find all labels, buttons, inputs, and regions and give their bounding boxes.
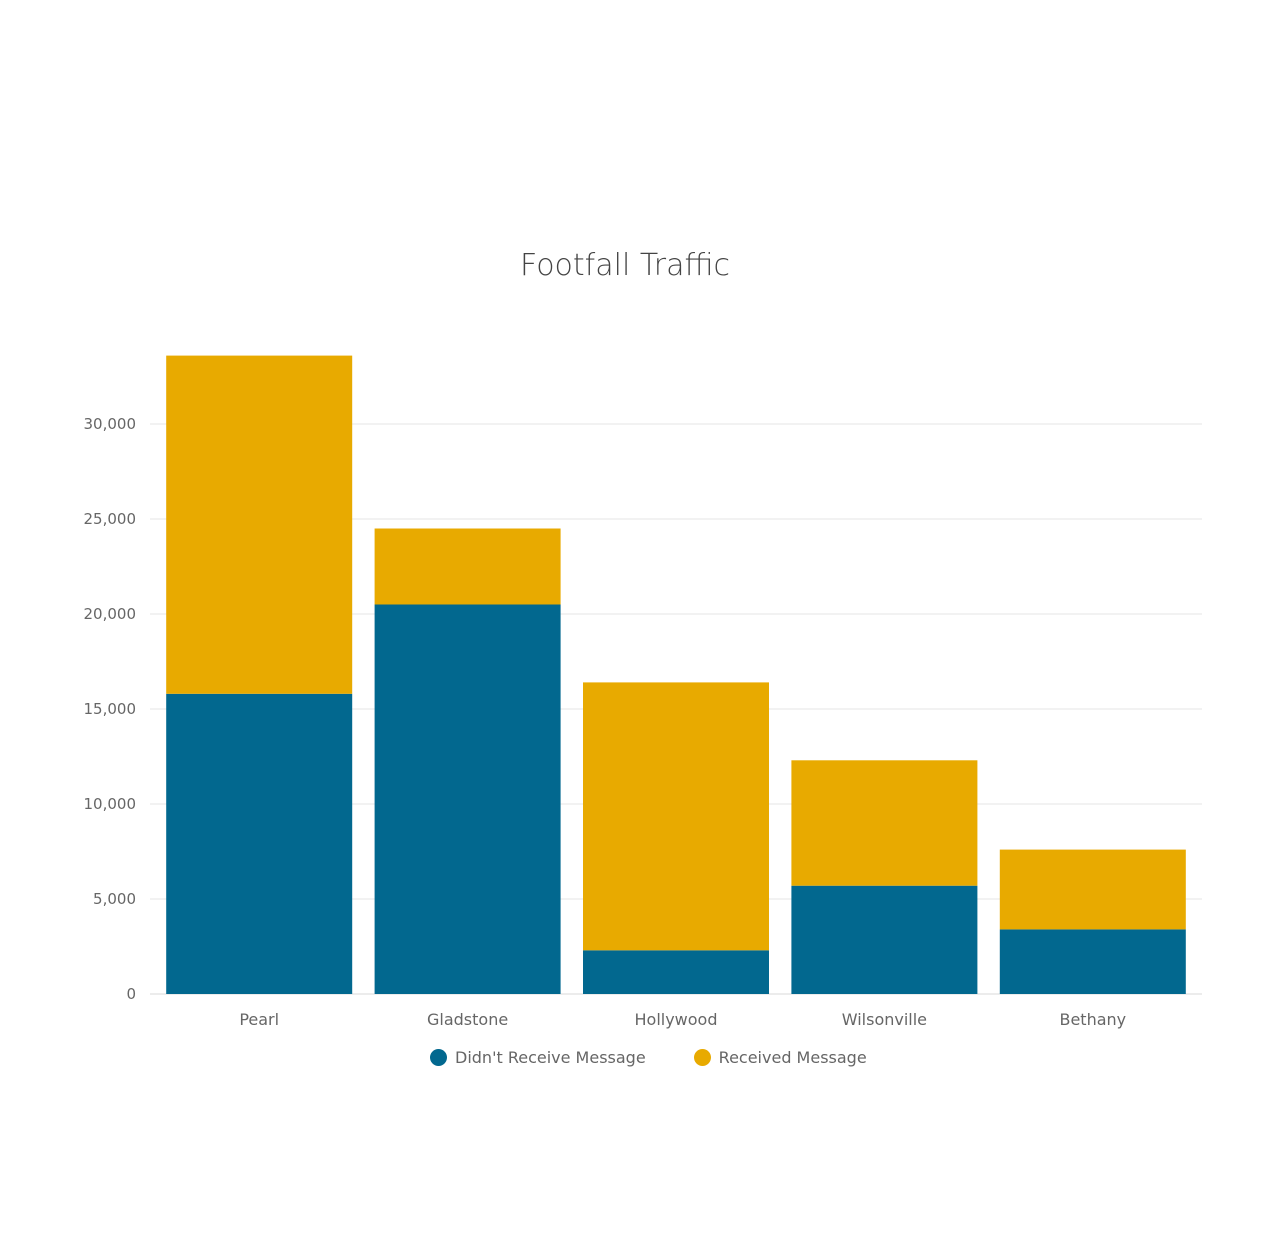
- legend-marker-icon: [693, 1049, 711, 1066]
- chart-title: Footfall Traffic: [520, 248, 730, 283]
- bar-didnt-receive[interactable]: [374, 604, 561, 995]
- legend-marker-icon: [430, 1049, 447, 1066]
- y-tick-label: 15,000: [84, 700, 137, 718]
- y-tick-label: 20,000: [84, 605, 137, 623]
- x-tick-label: Pearl: [239, 1010, 279, 1029]
- bar-received[interactable]: [583, 682, 769, 951]
- bar-received[interactable]: [999, 849, 1186, 930]
- legend-item-didnt-receive[interactable]: Didn't Receive Message: [430, 1048, 646, 1067]
- bar-received[interactable]: [791, 760, 978, 886]
- x-tick-label: Bethany: [1059, 1010, 1126, 1029]
- bar-didnt-receive[interactable]: [583, 950, 769, 994]
- y-tick-label: 30,000: [84, 415, 137, 433]
- y-tick-label: 25,000: [84, 510, 137, 528]
- x-tick-label: Gladstone: [427, 1010, 508, 1029]
- legend-label: Received Message: [718, 1048, 867, 1067]
- legend-label: Didn't Receive Message: [455, 1048, 646, 1067]
- bar-didnt-receive[interactable]: [166, 693, 353, 994]
- y-tick-label: 0: [126, 985, 136, 1003]
- bar-received[interactable]: [166, 355, 353, 694]
- y-tick-label: 5,000: [93, 890, 136, 908]
- x-tick-label: Wilsonville: [842, 1010, 927, 1029]
- legend-item-received[interactable]: Received Message: [693, 1048, 867, 1067]
- x-tick-label: Hollywood: [635, 1010, 718, 1029]
- bar-didnt-receive[interactable]: [999, 929, 1186, 994]
- bar-didnt-receive[interactable]: [791, 885, 978, 994]
- bar-received[interactable]: [374, 528, 561, 605]
- y-tick-label: 10,000: [84, 795, 137, 813]
- legend: Didn't Receive Message Received Message: [430, 1048, 867, 1067]
